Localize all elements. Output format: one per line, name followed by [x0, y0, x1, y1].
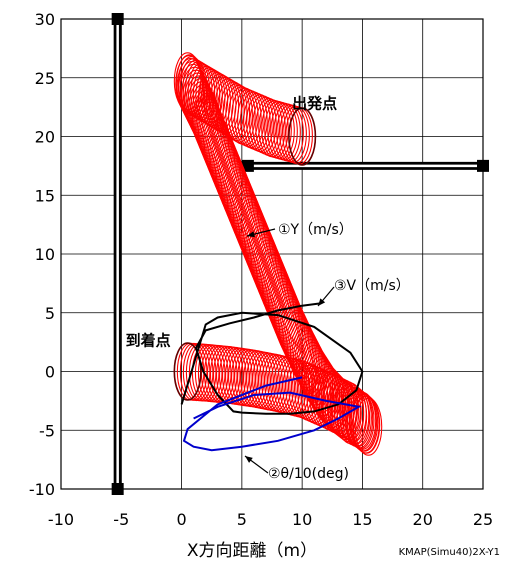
ring-mark — [354, 397, 383, 456]
start-point-label: 出発点 — [292, 95, 337, 113]
series-theta-arrowhead — [245, 456, 253, 463]
end-point-label: 到着点 — [126, 332, 171, 350]
y-tick-label: 20 — [35, 128, 55, 147]
tick-labels: -10 -5 0 5 10 15 20 25 -10 -5 0 5 10 15 20 25 30 — [29, 10, 493, 529]
y-tick-label: 5 — [45, 304, 55, 323]
ring-mark — [267, 274, 296, 333]
ring-mark — [288, 321, 316, 380]
line-series — [180, 302, 364, 452]
ring-mark — [352, 395, 380, 454]
series-line — [182, 376, 362, 452]
series-y-arrowhead — [247, 231, 255, 238]
ring-endpoint — [288, 107, 317, 166]
series-theta-label: ②θ/10(deg) — [268, 466, 349, 482]
series-v-arrowhead — [318, 298, 326, 306]
x-tick-label: 20 — [413, 510, 433, 529]
x-tick-label: 25 — [473, 510, 493, 529]
x-axis-label: X方向距離（m） — [187, 541, 317, 561]
plot-frame — [60, 18, 484, 490]
figure-credit: KMAP(Simu40)2X-Y1 — [399, 547, 500, 558]
ring-mark — [276, 357, 304, 416]
y-tick-label: 10 — [35, 245, 55, 264]
x-tick-label: 10 — [292, 510, 312, 529]
ring-mark — [346, 391, 375, 450]
y-tick-label: 15 — [35, 186, 55, 205]
x-tick-label: 15 — [352, 510, 372, 529]
x-tick-label: 0 — [176, 510, 186, 529]
series-line — [180, 302, 364, 415]
series-v-label: ③V（m/s） — [334, 278, 410, 294]
ring-endpoint — [173, 342, 202, 401]
y-tick-label: 30 — [35, 10, 55, 29]
ring-mark — [291, 361, 319, 420]
ring-mark — [349, 393, 378, 452]
walls — [111, 13, 489, 495]
ring-mark — [273, 356, 301, 415]
x-tick-label: -10 — [48, 510, 74, 529]
x-tick-label: -5 — [113, 510, 129, 529]
y-tick-label: -10 — [29, 480, 55, 499]
y-tick-label: 25 — [35, 69, 55, 88]
y-tick-label: -5 — [39, 421, 55, 440]
series-y-label: ①Y（m/s） — [278, 222, 353, 238]
ring-series — [173, 52, 383, 456]
wall-endpoint — [241, 159, 254, 172]
ring-mark — [344, 389, 372, 447]
x-tick-label: 5 — [237, 510, 247, 529]
y-tick-label: 0 — [45, 363, 55, 382]
ring-mark — [339, 384, 367, 443]
